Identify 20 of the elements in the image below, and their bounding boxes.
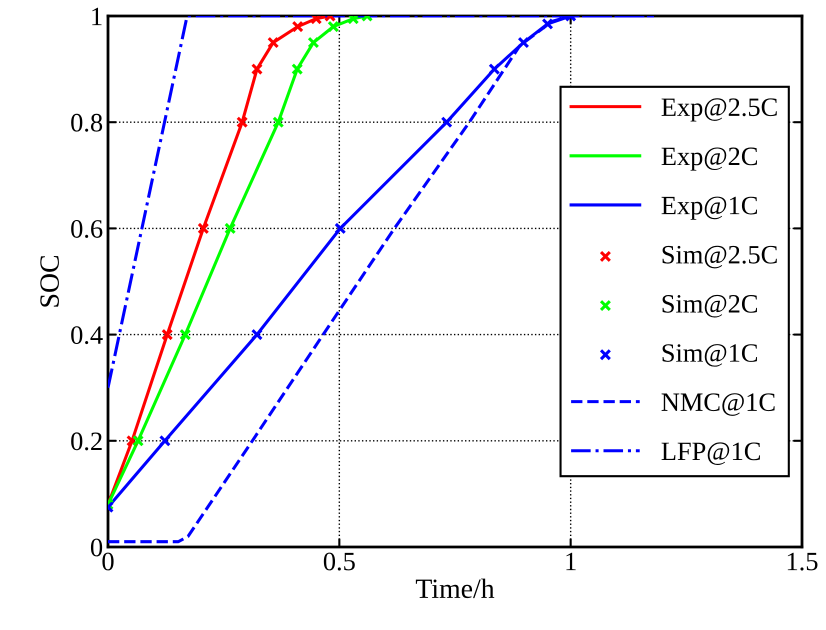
legend-label: Exp@2.5C bbox=[662, 98, 777, 122]
legend-label: LFP@1C bbox=[662, 442, 760, 466]
legend-label: Sim@2.5C bbox=[662, 246, 777, 268]
y-tick-label: 0.8 bbox=[71, 114, 102, 132]
y-tick-label: 0.4 bbox=[71, 326, 103, 344]
legend-label: Sim@1C bbox=[662, 344, 758, 367]
legend-label: NMC@1C bbox=[662, 393, 775, 416]
x-axis-title: Time/h bbox=[416, 578, 494, 598]
legend-label: Sim@2C bbox=[662, 294, 758, 318]
x-tick-label: 0 bbox=[102, 552, 114, 570]
y-axis-title: SOC bbox=[40, 256, 59, 307]
x-tick-label: 1 bbox=[566, 552, 576, 570]
x-tick-label: 1.5 bbox=[788, 552, 818, 571]
y-tick-label: 1 bbox=[92, 8, 102, 26]
legend-label: Exp@1C bbox=[662, 196, 757, 220]
y-tick-label: 0.2 bbox=[71, 432, 102, 450]
x-tick-label: 0.5 bbox=[324, 552, 355, 571]
y-tick-label: 0 bbox=[90, 538, 102, 556]
legend-label: Exp@2C bbox=[662, 147, 757, 171]
y-tick-label: 0.6 bbox=[71, 220, 102, 238]
